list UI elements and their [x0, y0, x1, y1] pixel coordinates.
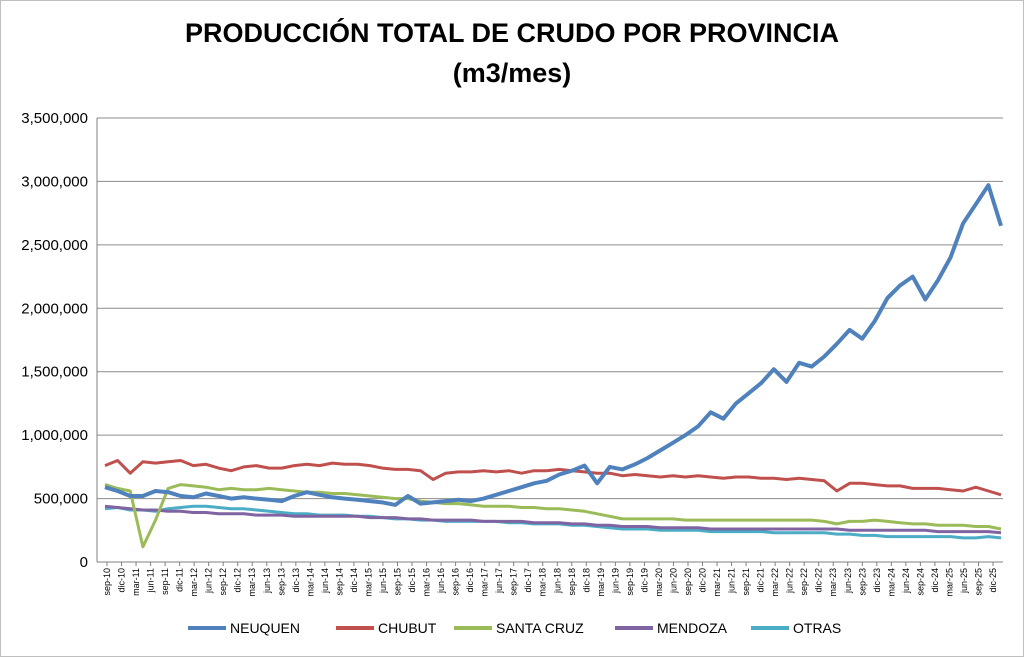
x-tick-label: sep-25 [973, 568, 983, 596]
x-tick-label: dic-20 [698, 568, 708, 593]
x-tick-label: mar-14 [305, 568, 315, 597]
x-tick-label: sep-11 [160, 568, 170, 595]
x-tick-label: jun-15 [378, 568, 388, 594]
x-tick-label: mar-22 [770, 568, 780, 597]
legend-label: NEUQUEN [230, 620, 300, 636]
grid-lines [96, 117, 1003, 566]
series-line-neuquen [104, 183, 1003, 507]
y-tick-label: 500,000 [34, 491, 88, 508]
x-tick-label: jun-23 [843, 568, 853, 594]
legend-label: MENDOZA [657, 620, 728, 636]
y-tick-label: 0 [80, 554, 88, 571]
x-tick-label: jun-14 [320, 568, 330, 594]
x-tick-label: sep-20 [683, 568, 693, 596]
series-lines [104, 183, 1003, 549]
x-tick-label: dic-18 [581, 568, 591, 593]
x-tick-label: dic-21 [756, 568, 766, 593]
y-tick-label: 2,500,000 [21, 237, 88, 254]
x-tick-label: sep-14 [334, 568, 344, 596]
x-tick-label: jun-17 [494, 568, 504, 594]
y-tick-label: 1,500,000 [21, 364, 88, 381]
x-tick-label: sep-10 [102, 568, 112, 596]
x-tick-label: jun-18 [552, 568, 562, 594]
x-tick-label: jun-21 [727, 568, 737, 594]
y-axis-ticks: 0 500,000 1,000,000 1,500,000 2,000,000 2,500… [21, 110, 88, 571]
x-tick-label: jun-24 [901, 568, 911, 594]
chart-subtitle: (m3/mes) [452, 58, 572, 88]
x-tick-label: mar-19 [596, 568, 606, 597]
x-tick-label: dic-19 [639, 568, 649, 593]
x-tick-label: dic-14 [349, 568, 359, 593]
x-tick-label: sep-16 [451, 568, 461, 596]
x-tick-label: dic-24 [930, 568, 940, 593]
x-tick-label: jun-12 [204, 568, 214, 594]
x-tick-label: jun-20 [668, 568, 678, 594]
x-tick-label: dic-22 [814, 568, 824, 593]
x-tick-label: jun-16 [436, 568, 446, 594]
x-tick-label: sep-21 [741, 568, 751, 596]
x-tick-label: dic-23 [872, 568, 882, 593]
x-tick-label: sep-12 [218, 568, 228, 596]
x-tick-label: jun-19 [610, 568, 620, 594]
x-tick-label: sep-17 [509, 568, 519, 596]
x-tick-label: jun-22 [785, 568, 795, 594]
x-tick-label: dic-12 [233, 568, 243, 593]
x-tick-label: mar-25 [944, 568, 954, 597]
y-tick-label: 1,000,000 [21, 427, 88, 444]
legend-label: OTRAS [793, 620, 841, 636]
x-tick-label: sep-23 [857, 568, 867, 596]
x-tick-label: mar-15 [363, 568, 373, 597]
legend-label: CHUBUT [378, 620, 437, 636]
chart-title: PRODUCCIÓN TOTAL DE CRUDO POR PROVINCIA [184, 18, 840, 48]
x-tick-label: jun-13 [262, 568, 272, 594]
x-tick-label: jun-25 [959, 568, 969, 594]
x-tick-label: mar-12 [189, 568, 199, 597]
x-tick-label: dic-16 [465, 568, 475, 593]
series-line-santa-cruz [104, 483, 1002, 549]
x-tick-label: mar-18 [538, 568, 548, 597]
x-tick-label: mar-23 [828, 568, 838, 597]
legend-label: SANTA CRUZ [496, 620, 584, 636]
y-tick-label: 3,000,000 [21, 173, 88, 190]
x-tick-label: dic-10 [117, 568, 127, 593]
x-tick-label: dic-25 [988, 568, 998, 593]
y-tick-label: 2,000,000 [21, 300, 88, 317]
x-tick-label: jun-11 [146, 568, 156, 593]
x-tick-label: sep-18 [567, 568, 577, 596]
series-line-mendoza [104, 504, 1002, 535]
legend: NEUQUEN CHUBUT SANTA CRUZ MENDOZA OTRAS [188, 620, 841, 636]
x-tick-label: dic-17 [523, 568, 533, 593]
x-tick-label: mar-16 [422, 568, 432, 597]
x-axis-ticks: sep-10 dic-10 mar-11 jun-11 sep-11 dic-11 mar-… [102, 568, 998, 597]
x-tick-label: mar-24 [886, 568, 896, 597]
x-tick-label: sep-13 [276, 568, 286, 596]
x-tick-label: dic-13 [291, 568, 301, 593]
x-tick-label: dic-15 [407, 568, 417, 593]
x-tick-label: mar-13 [247, 568, 257, 597]
x-tick-label: sep-19 [625, 568, 635, 596]
x-tick-label: sep-22 [799, 568, 809, 596]
x-tick-label: mar-17 [480, 568, 490, 597]
x-tick-label: mar-21 [712, 568, 722, 597]
series-line-chubut [104, 459, 1002, 497]
y-tick-label: 3,500,000 [21, 110, 88, 127]
x-tick-label: mar-20 [654, 568, 664, 597]
x-tick-label: dic-11 [175, 568, 185, 592]
x-tick-label: sep-15 [392, 568, 402, 596]
x-tick-label: mar-11 [131, 568, 141, 596]
x-tick-label: sep-24 [915, 568, 925, 596]
